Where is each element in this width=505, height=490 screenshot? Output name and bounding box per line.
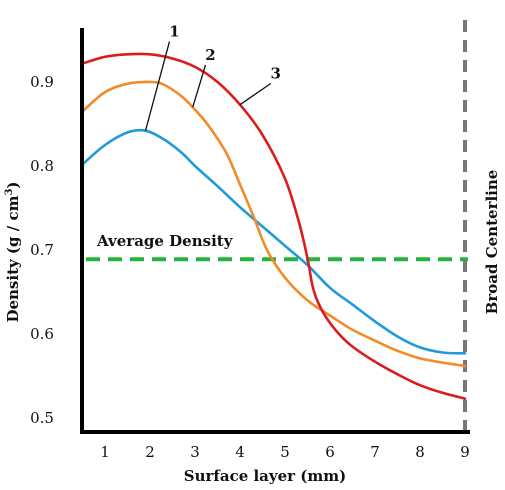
y-axis-title: Density (g / cm3) xyxy=(4,181,22,322)
y-tick-label: 0.5 xyxy=(30,409,54,427)
callout-leader-2 xyxy=(192,64,207,108)
series-line-2 xyxy=(81,80,467,368)
series-layer xyxy=(81,52,467,400)
x-tick-label: 5 xyxy=(280,443,290,461)
y-tick-label: 0.6 xyxy=(30,325,54,343)
y-tick-label: 0.9 xyxy=(30,73,54,91)
x-axis-title: Surface layer (mm) xyxy=(184,467,346,485)
reference-lines-layer xyxy=(86,20,468,432)
callout-leader-1 xyxy=(144,41,171,131)
y-axis-title-close: ) xyxy=(4,181,22,188)
x-tick-label: 8 xyxy=(415,443,425,461)
x-tick-label: 7 xyxy=(370,443,380,461)
callout-leader-3 xyxy=(239,82,272,106)
tick-labels-layer: 1 2 3 4 5 6 7 8 9 0.5 0.6 0.7 0.8 0.9 xyxy=(30,73,470,461)
x-tick-label: 4 xyxy=(235,443,245,461)
centerline-label: Broad Centerline xyxy=(483,170,501,315)
x-tick-label: 6 xyxy=(325,443,335,461)
x-tick-label: 2 xyxy=(145,443,155,461)
callout-layer: 1 2 3 xyxy=(144,22,281,131)
callout-label-1: 1 xyxy=(169,22,179,40)
x-tick-label: 1 xyxy=(100,443,110,461)
y-axis-title-superscript: 3 xyxy=(4,189,15,196)
callout-label-2: 2 xyxy=(205,46,215,64)
y-tick-label: 0.7 xyxy=(30,241,54,259)
series-line-3 xyxy=(81,52,467,400)
x-tick-label: 9 xyxy=(460,443,470,461)
callout-label-3: 3 xyxy=(271,64,281,82)
y-tick-label: 0.8 xyxy=(30,157,54,175)
average-density-label: Average Density xyxy=(96,232,234,250)
y-axis-title-main: Density (g / cm xyxy=(4,195,22,322)
x-tick-label: 3 xyxy=(190,443,200,461)
